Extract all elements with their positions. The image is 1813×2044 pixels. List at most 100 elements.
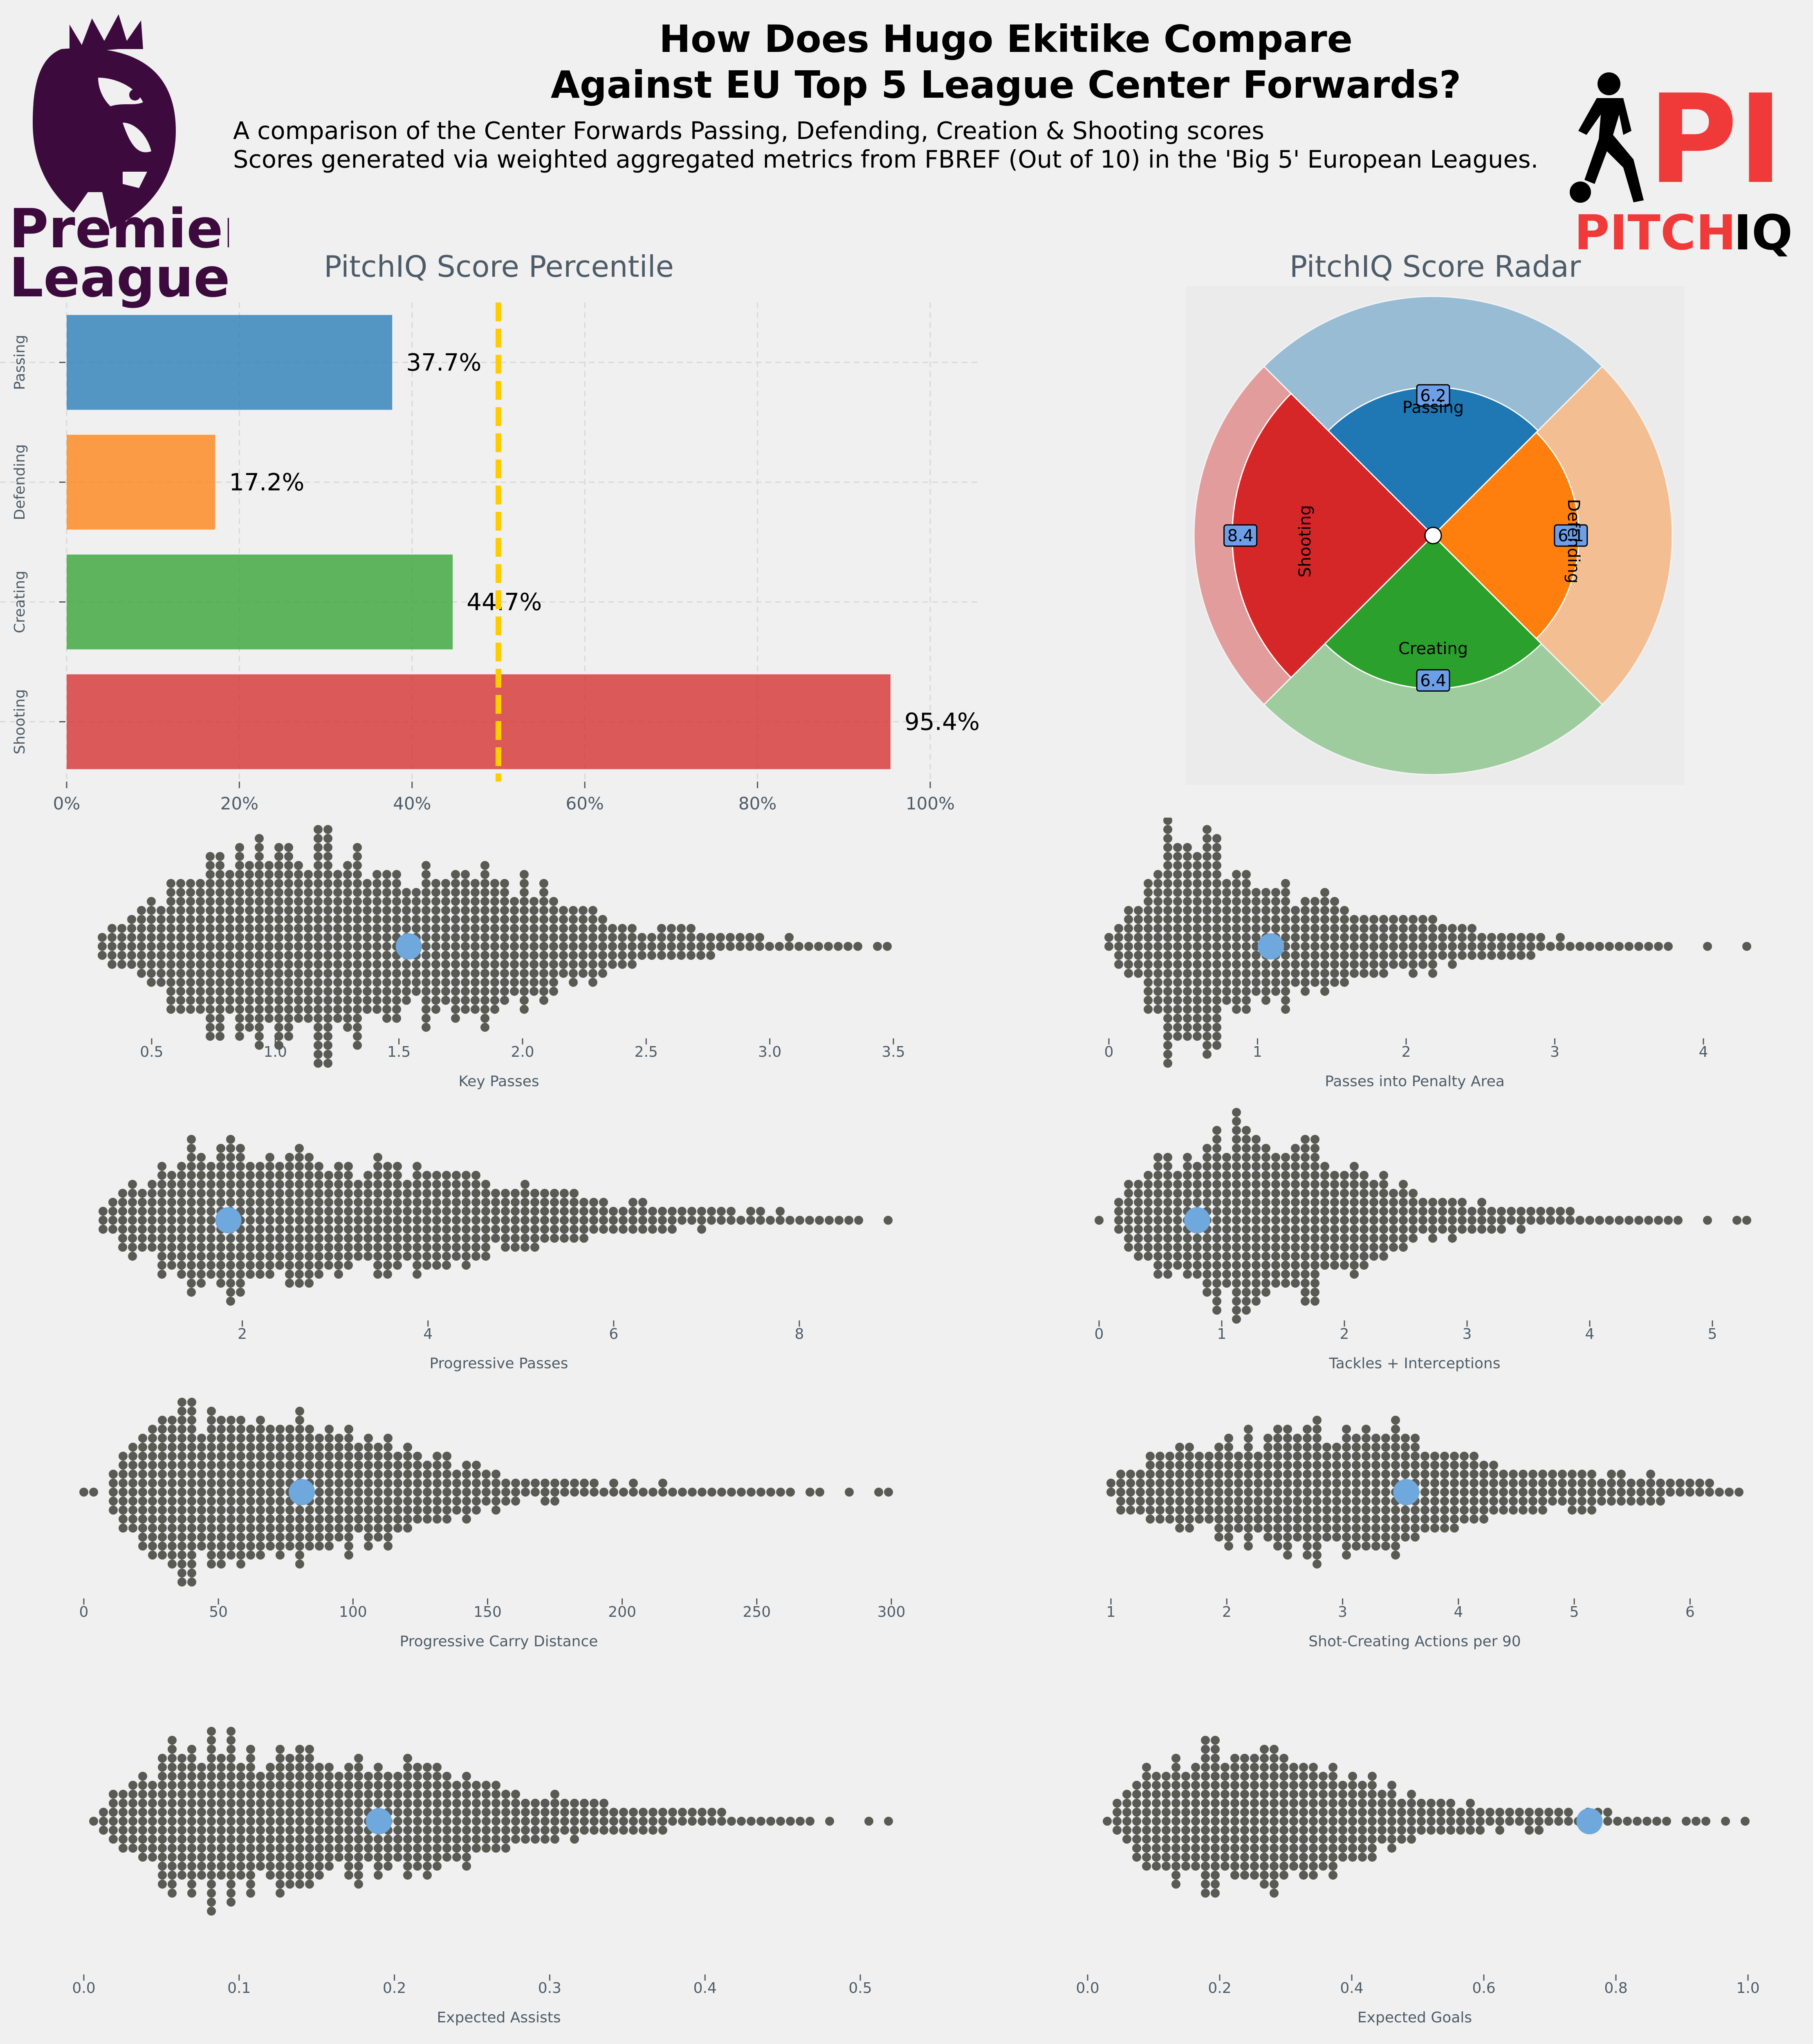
swarm-dot bbox=[354, 1853, 363, 1862]
swarm-dot bbox=[540, 1189, 549, 1198]
swarm-dot bbox=[1144, 1207, 1153, 1216]
swarm-dot bbox=[1397, 1826, 1406, 1835]
swarm-dot bbox=[500, 879, 509, 888]
swarm-dot bbox=[266, 1461, 275, 1470]
swarm-dot bbox=[284, 906, 293, 915]
swarm-dot bbox=[187, 1180, 196, 1189]
swarm-dot bbox=[1310, 1234, 1319, 1243]
swarm-dot bbox=[452, 1207, 461, 1216]
swarm-dot bbox=[305, 1515, 314, 1524]
swarm-dot bbox=[422, 1180, 431, 1189]
swarm-dot bbox=[1124, 1198, 1133, 1207]
swarm-dot bbox=[393, 1515, 402, 1524]
swarm-dot bbox=[314, 897, 323, 906]
swarm-dot bbox=[1607, 1497, 1616, 1506]
swarm-dot bbox=[1273, 1479, 1282, 1488]
swarm-dot bbox=[1330, 1261, 1339, 1270]
swarm-dot bbox=[1310, 1189, 1319, 1198]
swarm-dot bbox=[1214, 1452, 1223, 1461]
swarm-dot bbox=[1283, 1470, 1292, 1479]
swarm-dot bbox=[580, 1488, 589, 1497]
swarm-dot bbox=[1162, 1835, 1171, 1844]
swarm-dot bbox=[138, 1234, 147, 1243]
swarm-dot bbox=[530, 1225, 539, 1234]
swarm-dot bbox=[373, 1216, 382, 1225]
swarm-dot bbox=[1360, 1171, 1369, 1180]
swarm-dot bbox=[1411, 1470, 1420, 1479]
swarm-dot bbox=[1411, 1506, 1420, 1515]
swarm-dot bbox=[119, 1479, 128, 1488]
swarm-dot bbox=[246, 1506, 255, 1515]
swarm-dot bbox=[334, 1817, 343, 1826]
swarm-dot bbox=[580, 1826, 589, 1835]
swarm-dot bbox=[1319, 1853, 1328, 1862]
swarm-dot bbox=[206, 960, 215, 969]
swarm-dot bbox=[462, 1862, 471, 1871]
swarm-dot bbox=[138, 1790, 147, 1799]
swarm-dot bbox=[383, 1162, 392, 1171]
swarm-dot bbox=[1222, 1153, 1231, 1162]
swarm-dot bbox=[1144, 915, 1153, 924]
swarm-dot bbox=[187, 1506, 196, 1515]
swarm-dot bbox=[433, 1790, 442, 1799]
swarm-dot bbox=[374, 1452, 383, 1461]
swarm-dot bbox=[1244, 1461, 1253, 1470]
swarm-dot bbox=[225, 924, 234, 933]
swarm-dot bbox=[413, 1261, 422, 1270]
swarm-dot bbox=[215, 951, 224, 960]
swarm-dot bbox=[354, 1790, 363, 1799]
swarm-dot bbox=[1340, 1243, 1349, 1252]
swarm-dot bbox=[1320, 1198, 1329, 1207]
swarm-dot bbox=[1153, 1216, 1162, 1225]
swarm-dot bbox=[539, 888, 548, 897]
swarm-dot bbox=[187, 1533, 196, 1542]
swarm-dot bbox=[325, 1470, 334, 1479]
swarm-dot bbox=[1379, 1252, 1388, 1261]
bar-category-label: Passing bbox=[11, 335, 28, 390]
swarm-dot bbox=[1430, 1461, 1439, 1470]
swarm-dot bbox=[148, 1542, 157, 1551]
swarm-dot bbox=[119, 1506, 128, 1515]
swarm-dot bbox=[1240, 1808, 1249, 1817]
swarm-dot bbox=[1420, 1488, 1429, 1497]
swarm-dot bbox=[305, 1781, 314, 1790]
swarm-dot bbox=[1171, 1772, 1180, 1781]
swarm-dot bbox=[608, 942, 617, 951]
swarm-dot bbox=[1224, 1452, 1233, 1461]
swarm-dot bbox=[1313, 1452, 1322, 1461]
swarm-dot bbox=[373, 1261, 382, 1270]
swarm-dot bbox=[138, 1452, 147, 1461]
swarm-dot bbox=[1328, 1772, 1337, 1781]
swarm-dot bbox=[1244, 1443, 1253, 1452]
swarm-dot bbox=[1458, 1225, 1467, 1234]
swarm-dot bbox=[1214, 1524, 1223, 1533]
swarm-dot bbox=[1212, 969, 1221, 978]
swarm-dot bbox=[403, 1216, 412, 1225]
swarm-dot bbox=[1487, 1207, 1496, 1216]
swarm-dot bbox=[1507, 1216, 1516, 1225]
swarm-dot bbox=[295, 1243, 304, 1252]
swarm-dot bbox=[187, 1207, 196, 1216]
swarm-dot bbox=[1330, 960, 1339, 969]
swarm-dot bbox=[883, 942, 892, 951]
swarm-dot bbox=[521, 1189, 530, 1198]
swarm-dot bbox=[1320, 960, 1329, 969]
swarm-dot bbox=[413, 1198, 422, 1207]
swarm-dot bbox=[521, 1835, 530, 1844]
swarm-dot bbox=[1577, 1479, 1586, 1488]
swarm-dot bbox=[266, 1533, 275, 1542]
swarm-dot bbox=[530, 969, 539, 978]
swarm-dot bbox=[353, 915, 362, 924]
swarm-dot bbox=[1232, 1306, 1241, 1315]
swarm-dot bbox=[431, 924, 440, 933]
swarm-dot bbox=[1183, 987, 1192, 996]
swarm-dot bbox=[187, 1862, 196, 1871]
swarm-dot bbox=[1362, 1497, 1371, 1506]
swarm-dot bbox=[481, 1216, 490, 1225]
swarm-dot bbox=[168, 1506, 177, 1515]
swarm-dot bbox=[1203, 1198, 1212, 1207]
swarm-dot bbox=[766, 1216, 775, 1225]
swarm-dot bbox=[127, 933, 136, 942]
swarm-dot bbox=[1205, 1497, 1214, 1506]
swarm-dot bbox=[1212, 1171, 1221, 1180]
